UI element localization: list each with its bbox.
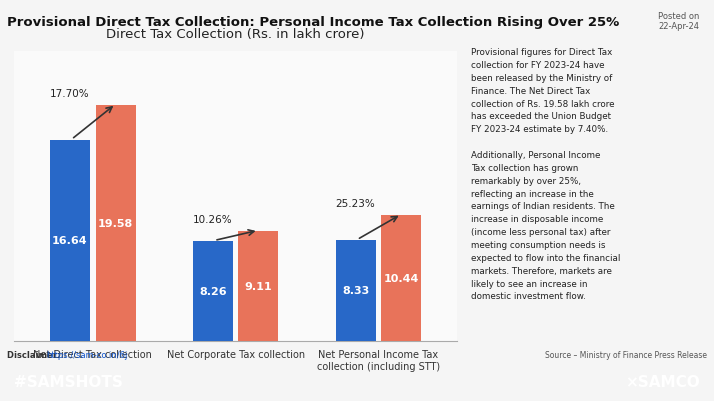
Text: 8.26: 8.26 <box>199 286 226 296</box>
Text: Provisional Direct Tax Collection: Personal Income Tax Collection Rising Over 25: Provisional Direct Tax Collection: Perso… <box>7 16 619 29</box>
Text: 8.33: 8.33 <box>342 286 369 296</box>
Text: 10.26%: 10.26% <box>193 215 233 225</box>
Text: Provisional figures for Direct Tax
collection for FY 2023-24 have
been released : Provisional figures for Direct Tax colle… <box>471 48 620 301</box>
Title: Direct Tax Collection (Rs. in lakh crore): Direct Tax Collection (Rs. in lakh crore… <box>106 28 365 41</box>
Bar <box>238 231 278 341</box>
Bar <box>193 241 233 341</box>
Text: 17.70%: 17.70% <box>50 89 90 99</box>
Text: 9.11: 9.11 <box>245 281 272 291</box>
Text: 10.44: 10.44 <box>383 273 419 283</box>
Bar <box>381 215 421 341</box>
Text: 19.58: 19.58 <box>98 218 134 228</box>
Text: ×SAMCO: ×SAMCO <box>625 374 700 389</box>
Text: 16.64: 16.64 <box>52 236 88 246</box>
Text: #SAMSHOTS: #SAMSHOTS <box>14 374 123 389</box>
Bar <box>336 241 376 341</box>
Text: 25.23%: 25.23% <box>336 198 376 209</box>
Bar <box>50 141 90 341</box>
Text: Source – Ministry of Finance Press Release: Source – Ministry of Finance Press Relea… <box>545 350 707 359</box>
Text: https://sam-co.in/6j: https://sam-co.in/6j <box>46 350 128 359</box>
Bar <box>96 105 136 341</box>
Text: Posted on
22-Apr-24: Posted on 22-Apr-24 <box>658 12 700 31</box>
Text: Disclaimer:: Disclaimer: <box>7 350 64 359</box>
